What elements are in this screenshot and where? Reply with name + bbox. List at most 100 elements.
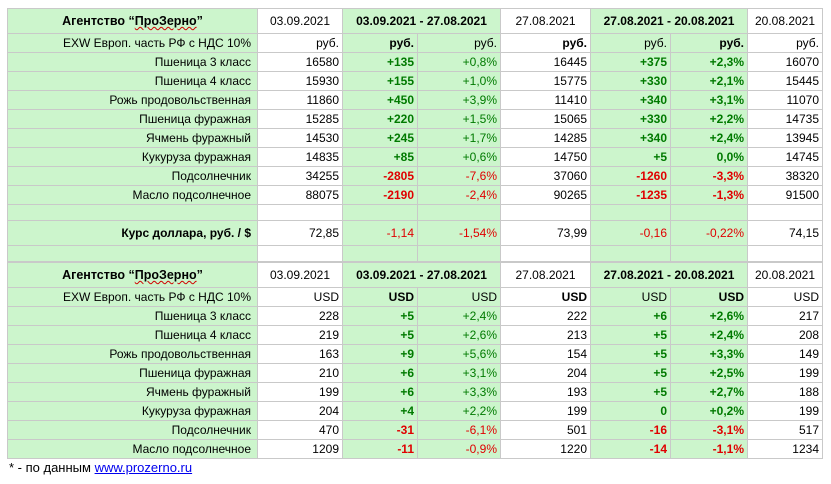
usd-change-pct-2: -0,22% xyxy=(670,220,748,246)
change-pct-week-1: +5,6% xyxy=(417,344,501,364)
change-pct-week-2: -3,1% xyxy=(670,420,748,440)
spacer-row xyxy=(7,204,823,221)
change-pct-week-2: -3,3% xyxy=(670,166,748,186)
commodity-name: Подсолнечник xyxy=(7,166,258,186)
commodity-name: Масло подсолнечное xyxy=(7,439,258,459)
price-previous: 15065 xyxy=(500,109,591,129)
source-link[interactable]: www.prozerno.ru xyxy=(94,460,193,475)
change-pct-week-1: +1,5% xyxy=(417,109,501,129)
price-earlier: 217 xyxy=(747,306,823,326)
commodity-name: Рожь продовольственная xyxy=(7,90,258,110)
header-row: Агентство “ПроЗерно” 03.09.2021 03.09.2021… xyxy=(7,8,823,34)
price-current: 88075 xyxy=(257,185,343,205)
unit-cell: руб. xyxy=(342,33,418,53)
table-row: Пшеница 4 класс 219 +5 +2,6% 213 +5 +2,4% 208 xyxy=(7,325,823,345)
change-abs-week-1: +220 xyxy=(342,109,418,129)
usd-change-abs-1: -1,14 xyxy=(342,220,418,246)
usd-rate-row: Курс доллара, руб. / $72,85 -1,14 -1,54% 73… xyxy=(7,220,823,246)
change-pct-week-1: +2,6% xyxy=(417,325,501,345)
change-abs-week-1: +9 xyxy=(342,344,418,364)
price-earlier: 14735 xyxy=(747,109,823,129)
change-abs-week-2: +5 xyxy=(590,325,671,345)
price-earlier: 16070 xyxy=(747,52,823,72)
unit-cell: USD xyxy=(257,287,343,307)
rub-price-table: Агентство “ПроЗерно” 03.09.2021 03.09.2021… xyxy=(7,8,823,262)
change-abs-week-2: -1235 xyxy=(590,185,671,205)
commodity-name: Пшеница фуражная xyxy=(7,363,258,383)
price-current: 11860 xyxy=(257,90,343,110)
table-row: Масло подсолнечное 1209 -11 -0,9% 1220 -14 -1,… xyxy=(7,439,823,459)
change-abs-week-1: +155 xyxy=(342,71,418,91)
change-pct-week-1: -0,9% xyxy=(417,439,501,459)
unit-cell: USD xyxy=(500,287,591,307)
price-previous: 154 xyxy=(500,344,591,364)
change-abs-week-1: -2805 xyxy=(342,166,418,186)
header-range-1: 03.09.2021 - 27.08.2021 xyxy=(342,8,501,34)
change-pct-week-2: +2,6% xyxy=(670,306,748,326)
table-row: Кукуруза фуражная 204 +4 +2,2% 199 0 +0,2% 199 xyxy=(7,401,823,421)
change-pct-week-2: +0,2% xyxy=(670,401,748,421)
change-pct-week-2: 0,0% xyxy=(670,147,748,167)
unit-cell: USD xyxy=(590,287,671,307)
change-abs-week-2: +5 xyxy=(590,344,671,364)
change-pct-week-2: +2,5% xyxy=(670,363,748,383)
unit-cell: руб. xyxy=(417,33,501,53)
price-previous: 14750 xyxy=(500,147,591,167)
price-previous: 193 xyxy=(500,382,591,402)
change-abs-week-2: +340 xyxy=(590,128,671,148)
change-abs-week-2: -1260 xyxy=(590,166,671,186)
commodity-name: Пшеница фуражная xyxy=(7,109,258,129)
change-pct-week-1: +0,8% xyxy=(417,52,501,72)
change-abs-week-2: 0 xyxy=(590,401,671,421)
change-pct-week-1: +2,2% xyxy=(417,401,501,421)
unit-label: EXW Европ. часть РФ с НДС 10% xyxy=(7,33,258,53)
change-pct-week-1: +3,9% xyxy=(417,90,501,110)
price-current: 15285 xyxy=(257,109,343,129)
title-suffix: ” xyxy=(196,268,203,282)
change-pct-week-1: +3,1% xyxy=(417,363,501,383)
price-previous: 15775 xyxy=(500,71,591,91)
table-row: Подсолнечник 470 -31 -6,1% 501 -16 -3,1% 517 xyxy=(7,420,823,440)
change-abs-week-1: +450 xyxy=(342,90,418,110)
price-earlier: 11070 xyxy=(747,90,823,110)
table-row: Пшеница 3 класс 228 +5 +2,4% 222 +6 +2,6% 217 xyxy=(7,306,823,326)
price-earlier: 188 xyxy=(747,382,823,402)
price-previous: 1220 xyxy=(500,439,591,459)
price-current: 210 xyxy=(257,363,343,383)
commodity-name: Кукуруза фуражная xyxy=(7,147,258,167)
price-current: 199 xyxy=(257,382,343,402)
change-abs-week-2: +375 xyxy=(590,52,671,72)
change-pct-week-2: +2,4% xyxy=(670,128,748,148)
change-abs-week-2: -14 xyxy=(590,439,671,459)
table-row: Ячмень фуражный 199 +6 +3,3% 193 +5 +2,7% 188 xyxy=(7,382,823,402)
commodity-name: Ячмень фуражный xyxy=(7,128,258,148)
change-abs-week-1: -2190 xyxy=(342,185,418,205)
unit-cell: руб. xyxy=(500,33,591,53)
title-prefix: Агентство “ xyxy=(62,268,135,282)
change-abs-week-1: -31 xyxy=(342,420,418,440)
price-previous: 37060 xyxy=(500,166,591,186)
change-pct-week-1: +0,6% xyxy=(417,147,501,167)
change-abs-week-2: +330 xyxy=(590,109,671,129)
price-current: 219 xyxy=(257,325,343,345)
agency-title: Агентство “ПроЗерно” xyxy=(7,262,258,288)
commodity-name: Пшеница 4 класс xyxy=(7,325,258,345)
change-pct-week-2: -1,1% xyxy=(670,439,748,459)
change-pct-week-2: +3,3% xyxy=(670,344,748,364)
price-earlier: 14745 xyxy=(747,147,823,167)
unit-cell: USD xyxy=(747,287,823,307)
title-suffix: ” xyxy=(196,14,203,28)
unit-cell: USD xyxy=(342,287,418,307)
header-date-1: 03.09.2021 xyxy=(257,262,343,288)
price-earlier: 149 xyxy=(747,344,823,364)
usd-rate-previous: 73,99 xyxy=(500,220,591,246)
change-abs-week-1: +135 xyxy=(342,52,418,72)
table-row: Пшеница фуражная 210 +6 +3,1% 204 +5 +2,5% 199 xyxy=(7,363,823,383)
price-current: 1209 xyxy=(257,439,343,459)
price-tables: Агентство “ПроЗерно” 03.09.2021 03.09.2021… xyxy=(7,8,823,459)
change-abs-week-1: +6 xyxy=(342,382,418,402)
price-previous: 16445 xyxy=(500,52,591,72)
price-previous: 204 xyxy=(500,363,591,383)
unit-cell: руб. xyxy=(257,33,343,53)
table-row: Пшеница 3 класс 16580 +135 +0,8% 16445 +375 +2… xyxy=(7,52,823,72)
